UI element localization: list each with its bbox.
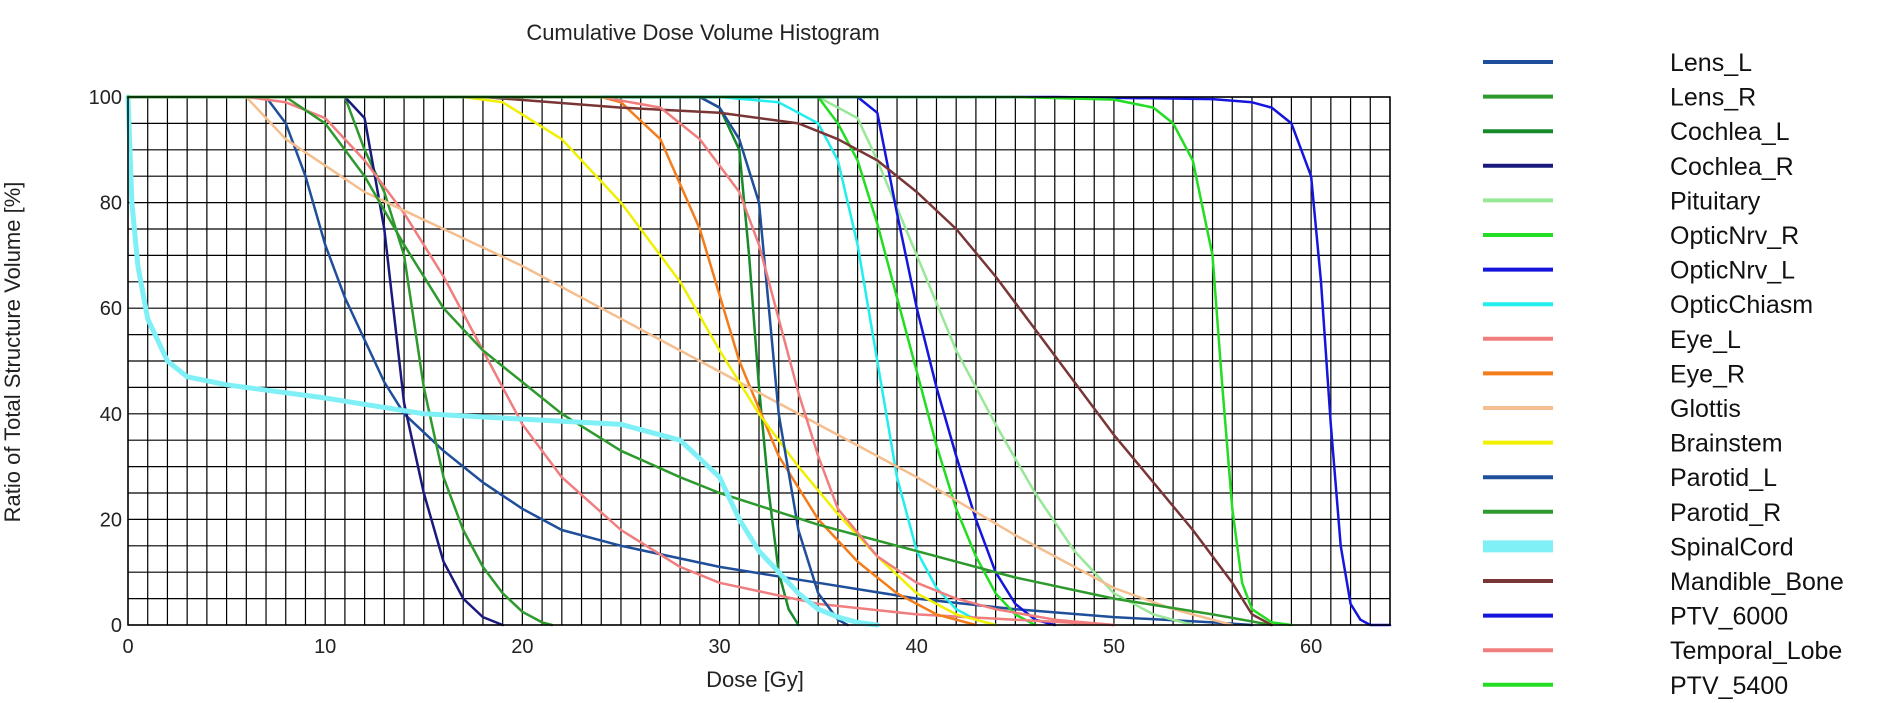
series-line-eye-l — [126, 95, 1116, 627]
series-line-spinalcord — [125, 94, 880, 628]
plot-frame — [127, 96, 1391, 626]
series-line-eye-r — [126, 95, 978, 627]
x-tick-label: 10 — [314, 636, 336, 658]
legend-label-ptv-6000: PTV_6000 — [1670, 603, 1788, 631]
x-tick-label: 60 — [1300, 636, 1322, 658]
legend-label-ptv-5400: PTV_5400 — [1670, 672, 1788, 700]
series-lines — [125, 94, 1392, 628]
series-line-ptv-6000 — [126, 95, 1392, 627]
y-axis-label: Ratio of Total Structure Volume [%] — [0, 182, 25, 523]
x-tick-label: 20 — [511, 636, 533, 658]
legend-label-opticnrv-l: OpticNrv_L — [1670, 257, 1795, 285]
series-line-brainstem — [126, 95, 997, 627]
series-line-parotid-r — [126, 95, 1273, 627]
series-line-ptv-5400 — [126, 95, 1293, 627]
legend-label-pituitary: Pituitary — [1670, 187, 1761, 215]
legend-label-temporal-lobe: Temporal_Lobe — [1670, 637, 1842, 665]
series-line-opticnrv-r — [126, 95, 1037, 627]
y-tick-label: 0 — [111, 615, 122, 637]
y-axis-ticks: 0 20 40 60 80 100 — [89, 87, 122, 637]
y-tick-label: 40 — [100, 404, 122, 426]
x-tick-label: 30 — [708, 636, 730, 658]
series-line-opticnrv-l — [126, 95, 1057, 627]
legend-label-eye-l: Eye_L — [1670, 326, 1741, 354]
series-line-pituitary — [126, 95, 1195, 627]
legend-label-opticnrv-r: OpticNrv_R — [1670, 222, 1799, 250]
legend: Lens_L Lens_R Cochlea_L Cochlea_R Pituitary O… — [1483, 49, 1844, 700]
x-tick-label: 40 — [906, 636, 928, 658]
legend-label-brainstem: Brainstem — [1670, 430, 1783, 458]
x-axis-ticks: 0 10 20 30 40 50 60 — [122, 636, 1322, 658]
legend-label-mandible-bone: Mandible_Bone — [1670, 568, 1844, 596]
series-line-mandible-bone — [126, 95, 1273, 627]
legend-label-eye-r: Eye_R — [1670, 360, 1745, 388]
y-tick-label: 60 — [100, 298, 122, 320]
legend-label-parotid-r: Parotid_R — [1670, 499, 1781, 527]
y-tick-label: 80 — [100, 193, 122, 215]
x-axis-label: Dose [Gy] — [706, 667, 804, 692]
series-line-opticchiasm — [126, 95, 997, 627]
legend-label-cochlea-l: Cochlea_L — [1670, 118, 1790, 146]
series-line-lens-r — [126, 95, 554, 627]
legend-label-spinalcord: SpinalCord — [1670, 533, 1794, 561]
y-tick-label: 20 — [100, 509, 122, 531]
series-line-parotid-l — [126, 95, 849, 627]
legend-label-parotid-l: Parotid_L — [1670, 464, 1777, 492]
x-tick-label: 0 — [122, 636, 133, 658]
x-tick-label: 50 — [1103, 636, 1125, 658]
legend-label-lens-r: Lens_R — [1670, 84, 1756, 112]
legend-label-cochlea-r: Cochlea_R — [1670, 153, 1794, 181]
legend-label-opticchiasm: OpticChiasm — [1670, 291, 1813, 319]
series-line-temporal-lobe — [126, 95, 1116, 627]
y-tick-label: 100 — [89, 87, 122, 109]
legend-label-glottis: Glottis — [1670, 395, 1741, 423]
legend-label-lens-l: Lens_L — [1670, 49, 1752, 77]
grid — [127, 96, 1391, 626]
chart-title: Cumulative Dose Volume Histogram — [526, 20, 879, 45]
series-line-glottis — [126, 95, 1234, 627]
